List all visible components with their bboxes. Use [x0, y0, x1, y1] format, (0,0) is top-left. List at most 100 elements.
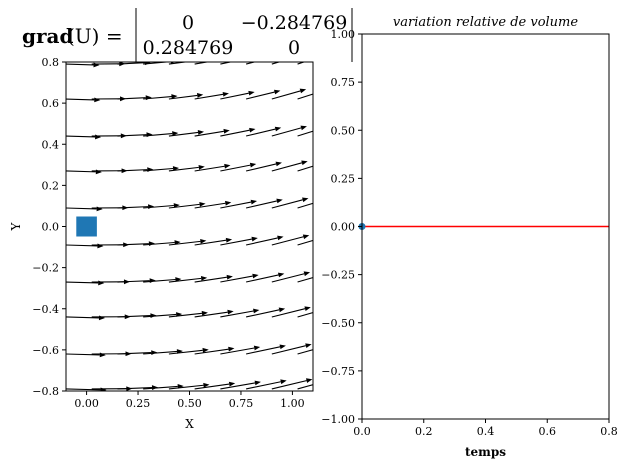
- quiver-arrow: [297, 130, 313, 137]
- quiver-arrowhead: [276, 198, 283, 204]
- quiver-arrowhead: [299, 88, 307, 94]
- gradient-matrix-label: grad (U) = 0 −0.284769 0.284769 0: [22, 8, 353, 62]
- quiver-arrowhead: [198, 164, 205, 170]
- quiver-arrow: [117, 387, 153, 390]
- x-tick-label: 0.8: [600, 425, 618, 438]
- quiver-arrowhead: [273, 55, 279, 60]
- volume-x-axis-label: temps: [465, 445, 506, 459]
- y-tick-label: −0.75: [321, 365, 355, 378]
- quiver-arrowhead: [327, 159, 333, 164]
- quiver-arrow: [168, 94, 198, 100]
- quiver-arrow: [245, 163, 277, 172]
- quiver-arrow: [220, 201, 252, 209]
- quiver-arrow: [66, 170, 96, 173]
- quiver-arrow: [245, 237, 278, 246]
- quiver-arrowhead: [329, 233, 335, 238]
- grad-argument: (U) =: [67, 24, 123, 48]
- quiver-arrowhead: [201, 310, 208, 316]
- quiver-arrows: [66, 55, 337, 391]
- quiver-arrow: [168, 203, 200, 209]
- quiver-arrowhead: [331, 342, 337, 347]
- quiver-arrowhead: [203, 382, 210, 388]
- quiver-y-axis-label: Y: [9, 221, 23, 231]
- quiver-arrowhead: [171, 94, 178, 99]
- quiver-arrow: [271, 62, 281, 65]
- quiver-arrowhead: [223, 128, 230, 134]
- quiver-arrow: [117, 280, 150, 283]
- quiver-arrow: [143, 350, 178, 355]
- y-tick-label: 0.6: [42, 97, 60, 110]
- quiver-arrowhead: [304, 306, 311, 312]
- quiver-arrow: [194, 130, 224, 137]
- quiver-arrowhead: [145, 95, 152, 101]
- x-tick-label: 0.0: [353, 425, 371, 438]
- y-tick-label: 0.8: [42, 56, 60, 69]
- matrix-cell-22: 0: [288, 37, 300, 59]
- quiver-arrow: [271, 90, 301, 100]
- quiver-arrow: [66, 244, 98, 247]
- x-tick-label: 1.00: [280, 397, 305, 410]
- quiver-arrowhead: [249, 162, 257, 168]
- quiver-arrowhead: [222, 91, 229, 97]
- quiver-arrow: [220, 310, 254, 318]
- volume-x-ticks: 0.0 0.2 0.4 0.6 0.8: [353, 419, 618, 438]
- matrix-cell-12: −0.284769: [241, 12, 348, 34]
- x-tick-label: 0.2: [415, 425, 433, 438]
- x-tick-label: 0.75: [229, 397, 254, 410]
- quiver-arrow: [220, 238, 253, 246]
- quiver-arrowhead: [254, 380, 261, 386]
- quiver-arrowhead: [95, 134, 102, 140]
- quiver-arrow: [66, 207, 97, 210]
- quiver-arrow: [143, 96, 172, 100]
- quiver-plot: 0.00 0.25 0.50 0.75 1.00 −0.8 −0.6 −0.4 −0.2 0.0…: [9, 55, 337, 431]
- quiver-arrowhead: [172, 131, 179, 136]
- quiver-arrow: [168, 277, 202, 283]
- x-tick-label: 0.00: [74, 397, 99, 410]
- quiver-arrowhead: [301, 160, 308, 166]
- quiver-arrow: [245, 274, 279, 283]
- quiver-arrowhead: [200, 238, 207, 244]
- quiver-arrow: [245, 309, 280, 318]
- y-tick-label: 1.00: [331, 28, 356, 41]
- quiver-x-axis-label: X: [185, 417, 194, 431]
- quiver-arrowhead: [99, 352, 106, 358]
- quiver-arrowhead: [278, 307, 286, 313]
- quiver-x-ticks: 0.00 0.25 0.50 0.75 1.00: [74, 391, 305, 410]
- quiver-arrowhead: [302, 234, 310, 240]
- quiver-arrowhead: [98, 315, 105, 321]
- quiver-arrow: [297, 276, 313, 283]
- x-tick-label: 0.6: [539, 425, 557, 438]
- y-tick-label: −0.8: [32, 385, 59, 398]
- quiver-arrow: [220, 62, 233, 65]
- quiver-arrowhead: [280, 379, 287, 385]
- quiver-arrowhead: [305, 378, 313, 383]
- quiver-arrowhead: [199, 201, 206, 207]
- quiver-arrow: [117, 206, 149, 209]
- quiver-arrow: [194, 165, 225, 172]
- quiver-arrowhead: [97, 243, 104, 249]
- y-tick-label: 0.00: [331, 221, 356, 234]
- quiver-arrowhead: [305, 343, 312, 349]
- y-tick-label: 0.50: [331, 124, 356, 137]
- quiver-arrowhead: [196, 93, 204, 98]
- y-tick-label: 0.0: [42, 221, 60, 234]
- quiver-arrow: [66, 281, 99, 284]
- quiver-arrow: [66, 98, 95, 101]
- quiver-arrow: [194, 383, 230, 390]
- y-tick-label: −0.4: [32, 303, 59, 316]
- quiver-arrow: [194, 276, 228, 283]
- quiver-arrow: [297, 202, 313, 209]
- quiver-arrowhead: [275, 161, 282, 167]
- quiver-arrow: [220, 382, 256, 390]
- quiver-arrowhead: [225, 200, 232, 206]
- quiver-arrowhead: [144, 62, 152, 66]
- quiver-arrow: [297, 62, 306, 65]
- quiver-arrowhead: [227, 309, 234, 315]
- quiver-arrow: [194, 202, 226, 209]
- quiver-arrow: [220, 275, 253, 283]
- quiver-arrow: [220, 164, 251, 172]
- square-marker: [76, 216, 97, 237]
- quiver-arrow: [143, 204, 174, 209]
- quiver-arrow: [117, 243, 149, 246]
- quiver-arrow: [245, 62, 257, 65]
